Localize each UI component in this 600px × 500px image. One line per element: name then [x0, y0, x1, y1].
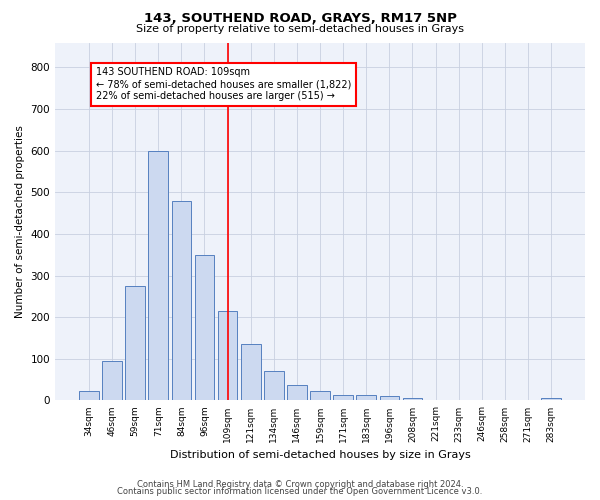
Bar [287, 384, 307, 400]
Bar [310, 392, 330, 400]
Text: Contains HM Land Registry data © Crown copyright and database right 2024.: Contains HM Land Registry data © Crown c… [137, 480, 463, 489]
Bar [172, 200, 191, 400]
Bar [79, 392, 99, 400]
Text: Contains public sector information licensed under the Open Government Licence v3: Contains public sector information licen… [118, 488, 482, 496]
X-axis label: Distribution of semi-detached houses by size in Grays: Distribution of semi-detached houses by … [170, 450, 470, 460]
Bar [148, 150, 168, 400]
Bar [102, 361, 122, 401]
Bar [218, 311, 238, 400]
Text: Size of property relative to semi-detached houses in Grays: Size of property relative to semi-detach… [136, 24, 464, 34]
Bar [356, 394, 376, 400]
Bar [125, 286, 145, 401]
Bar [541, 398, 561, 400]
Bar [194, 255, 214, 400]
Bar [264, 372, 284, 400]
Text: 143 SOUTHEND ROAD: 109sqm
← 78% of semi-detached houses are smaller (1,822)
22% : 143 SOUTHEND ROAD: 109sqm ← 78% of semi-… [96, 68, 351, 100]
Bar [334, 394, 353, 400]
Bar [241, 344, 260, 401]
Text: 143, SOUTHEND ROAD, GRAYS, RM17 5NP: 143, SOUTHEND ROAD, GRAYS, RM17 5NP [143, 12, 457, 26]
Y-axis label: Number of semi-detached properties: Number of semi-detached properties [15, 125, 25, 318]
Bar [380, 396, 399, 400]
Bar [403, 398, 422, 400]
